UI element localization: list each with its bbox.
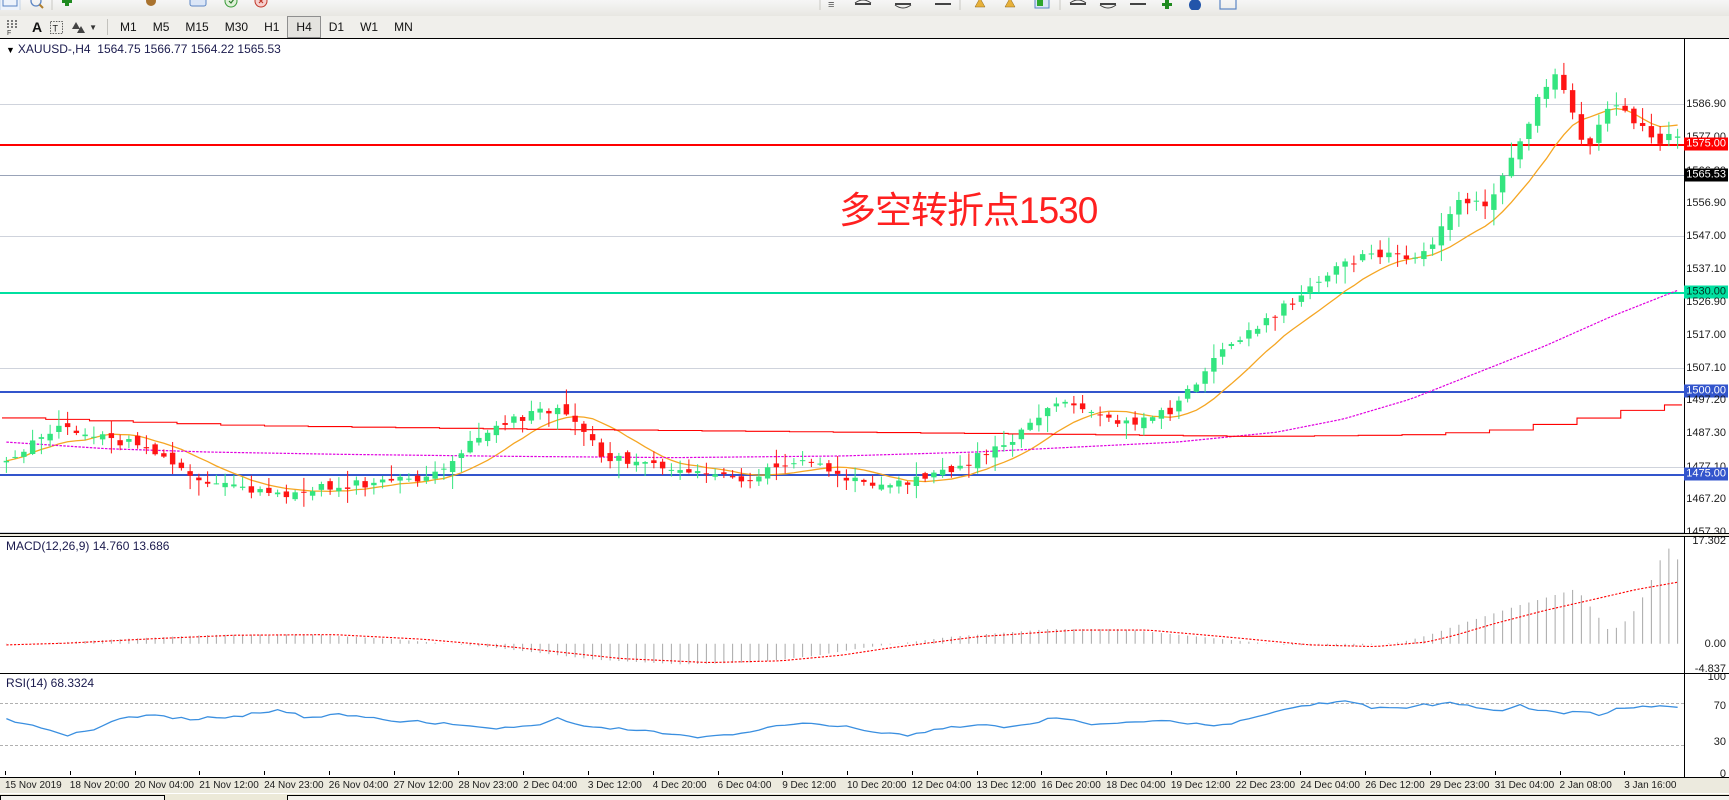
- svg-text:T: T: [53, 23, 59, 33]
- svg-text:F: F: [7, 30, 11, 35]
- svg-text:≡: ≡: [828, 0, 834, 10]
